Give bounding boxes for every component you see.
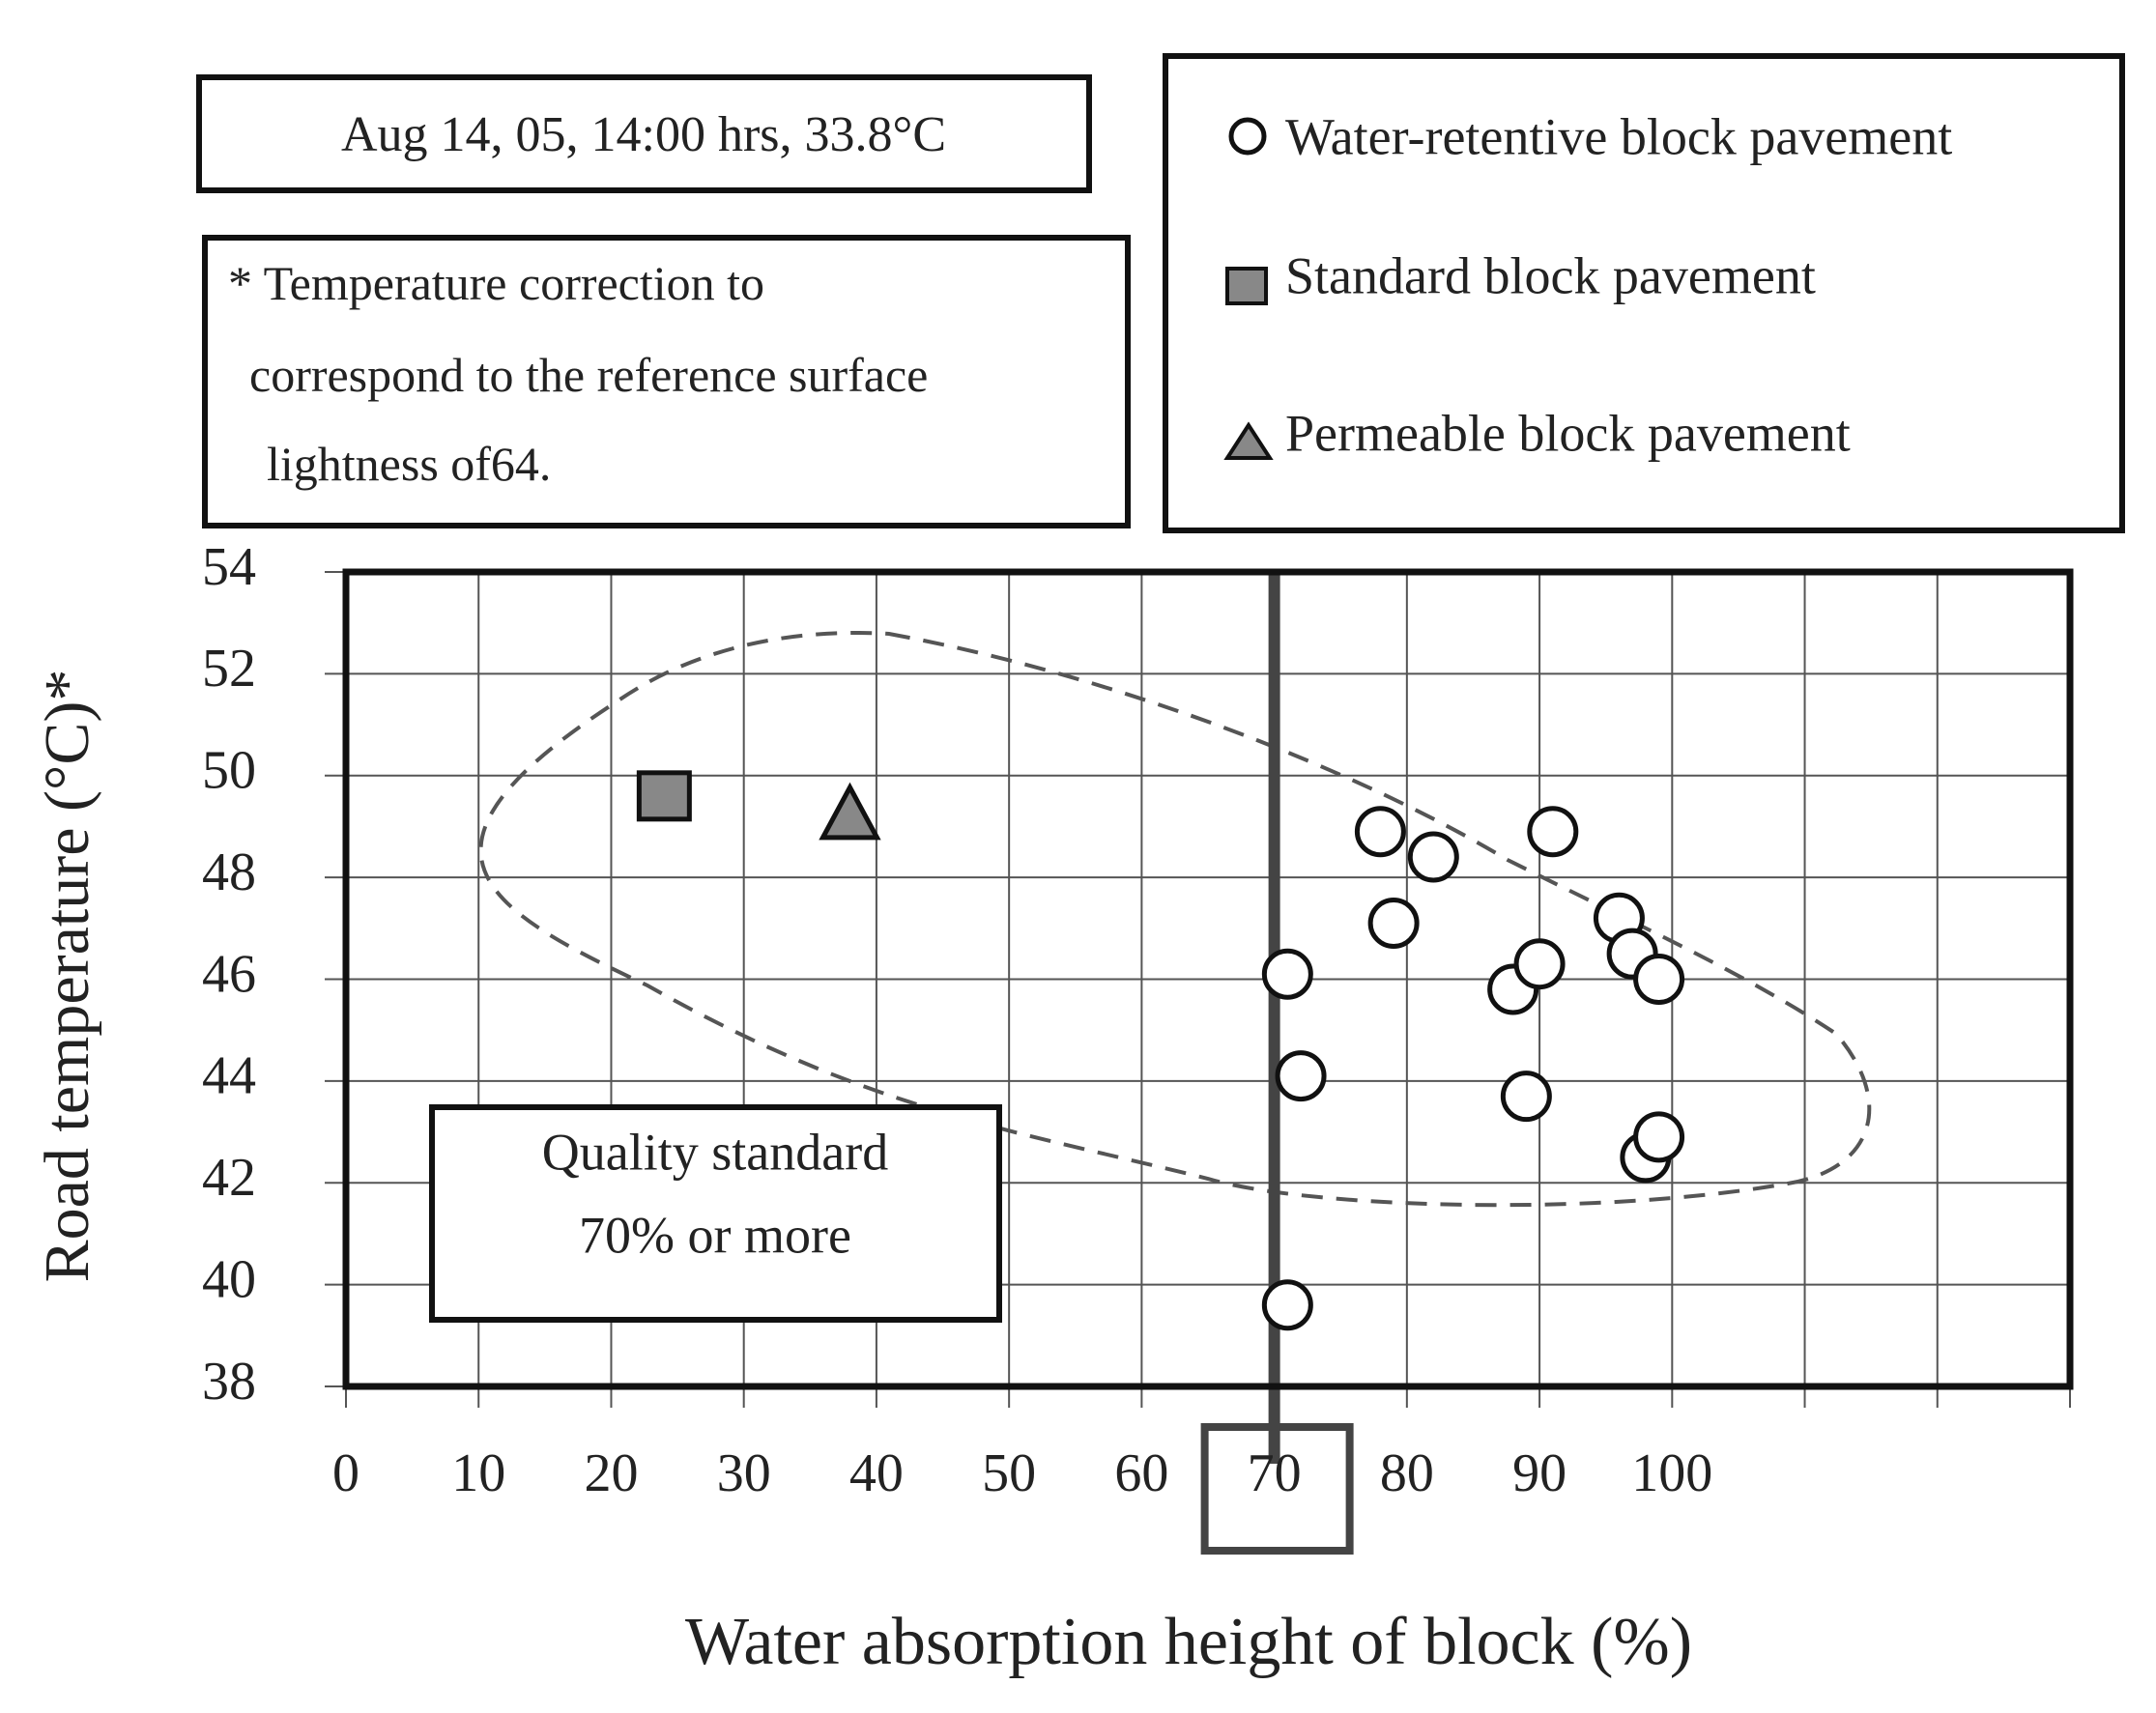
quality-standard-line-1: Quality standard xyxy=(542,1123,888,1181)
legend-item-standard: Standard block pavement xyxy=(1225,246,1816,305)
data-point-water-retentive xyxy=(1367,898,1420,950)
legend-label-standard: Standard block pavement xyxy=(1285,246,1816,304)
x-axis-ticks: 0 10 20 30 40 50 60 70 80 90 100 xyxy=(332,1443,1712,1503)
quality-standard-box: Quality standard 70% or more xyxy=(429,1104,1002,1323)
legend-item-water-retentive: Water-retentive block pavement xyxy=(1228,107,1952,165)
data-point-permeable xyxy=(819,782,881,841)
x-tick-label: 40 xyxy=(849,1443,904,1503)
filled-square-marker-icon xyxy=(1225,267,1268,305)
x-tick-label: 0 xyxy=(332,1443,359,1503)
plot-area xyxy=(325,568,2074,1464)
data-point-water-retentive xyxy=(1275,1050,1327,1102)
data-point-water-retentive xyxy=(1527,806,1579,858)
data-point-water-retentive xyxy=(1407,831,1459,883)
data-markers xyxy=(636,770,1685,1331)
y-tick-label: 38 xyxy=(202,1352,256,1412)
note-line-2: correspond to the reference surface xyxy=(249,348,928,402)
data-point-water-retentive xyxy=(1500,1071,1552,1123)
y-tick-label: 46 xyxy=(202,944,256,1004)
x-tick-label: 20 xyxy=(584,1443,638,1503)
x-tick-label: 30 xyxy=(717,1443,771,1503)
y-tick-label: 50 xyxy=(202,741,256,801)
x-axis-label: Water absorption height of block (%) xyxy=(685,1605,1692,1679)
x-tick-label: 80 xyxy=(1380,1443,1434,1503)
dashed-cluster-outline xyxy=(478,630,1872,1208)
x-tick-label: 60 xyxy=(1114,1443,1168,1503)
y-axis-ticks: 54 52 50 48 46 44 42 40 38 xyxy=(202,537,256,1412)
correction-note-box: * Temperature correction to correspond t… xyxy=(202,235,1131,528)
data-point-water-retentive xyxy=(1633,954,1685,1005)
y-tick-label: 52 xyxy=(202,639,256,699)
x-tick-label: 90 xyxy=(1512,1443,1567,1503)
data-point-water-retentive xyxy=(1261,1279,1313,1331)
legend-label-permeable: Permeable block pavement xyxy=(1285,404,1851,462)
y-tick-label: 48 xyxy=(202,842,256,902)
legend-item-permeable: Permeable block pavement xyxy=(1223,404,1851,462)
data-point-water-retentive xyxy=(1354,806,1406,858)
data-point-standard xyxy=(636,770,692,822)
x-tick-label: 50 xyxy=(982,1443,1036,1503)
highlighted-x-tick-box xyxy=(1200,1423,1354,1555)
legend-label-water-retentive: Water-retentive block pavement xyxy=(1285,107,1952,165)
y-tick-label: 40 xyxy=(202,1249,256,1309)
note-line-1: * Temperature correction to xyxy=(228,256,764,310)
plot-frame xyxy=(342,568,2074,1390)
y-tick-label: 44 xyxy=(202,1046,256,1106)
data-point-water-retentive xyxy=(1513,938,1566,990)
x-tick-label: 100 xyxy=(1631,1443,1712,1503)
note-line-3: lightness of64. xyxy=(267,437,551,491)
legend: Water-retentive block pavement Standard … xyxy=(1163,53,2125,533)
y-tick-label: 54 xyxy=(202,537,256,597)
data-point-water-retentive xyxy=(1633,1111,1685,1163)
quality-standard-line-2: 70% or more xyxy=(579,1206,851,1264)
data-point-water-retentive xyxy=(1261,948,1313,1000)
condition-text: Aug 14, 05, 14:00 hrs, 33.8°C xyxy=(341,107,946,162)
filled-triangle-marker-icon xyxy=(1223,421,1274,460)
x-tick-label: 70 xyxy=(1248,1443,1302,1503)
condition-box: Aug 14, 05, 14:00 hrs, 33.8°C xyxy=(196,74,1092,193)
open-circle-marker-icon xyxy=(1228,117,1267,156)
x-tick-label: 10 xyxy=(451,1443,505,1503)
y-axis-label: Road temperature (°C)* xyxy=(32,670,102,1283)
y-tick-label: 42 xyxy=(202,1148,256,1208)
